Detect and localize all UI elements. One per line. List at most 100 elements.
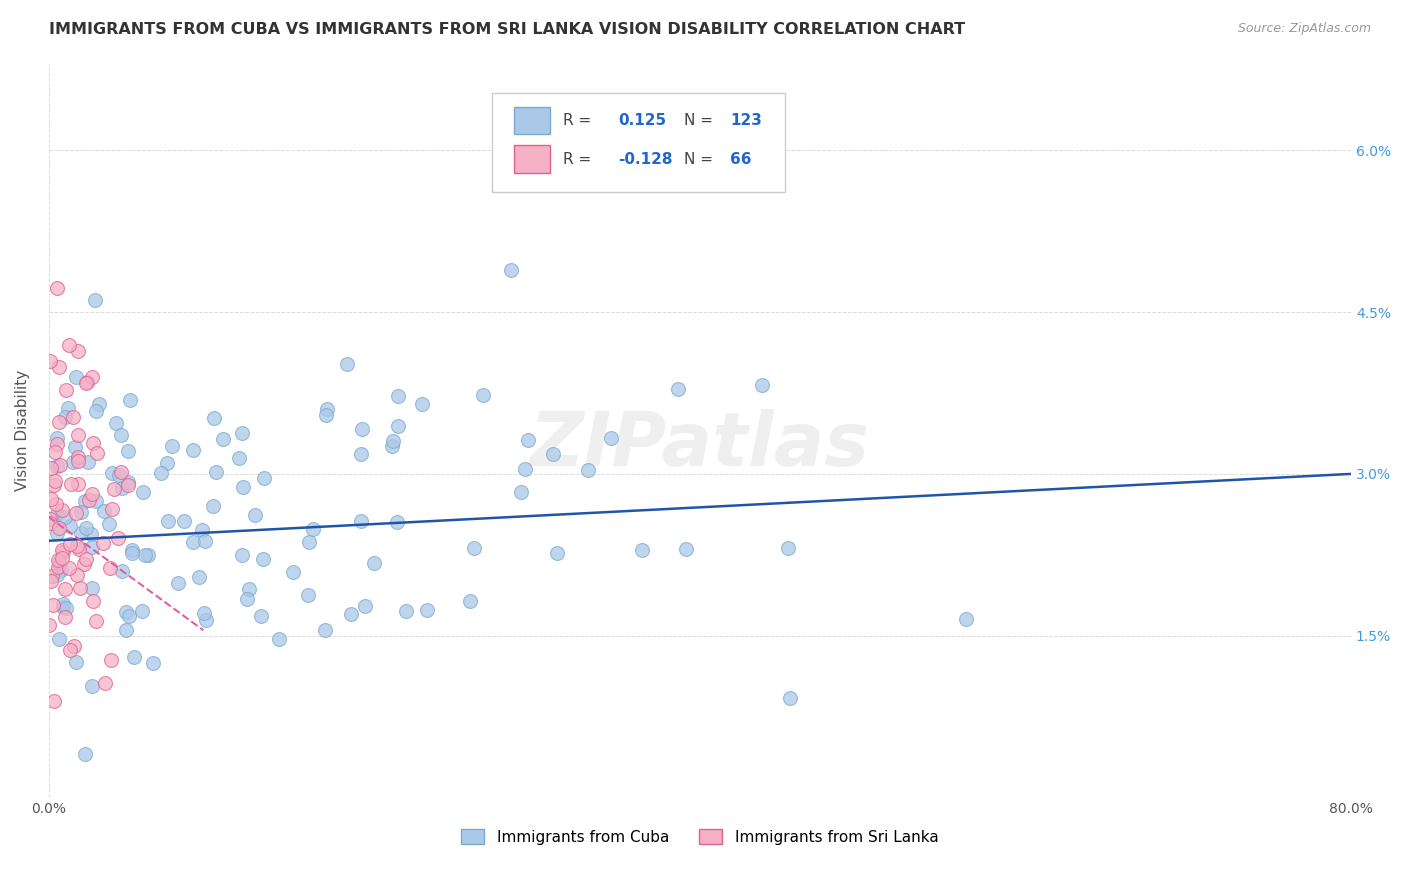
Point	[314, 623, 336, 637]
Point	[252, 471, 274, 485]
Point	[315, 408, 337, 422]
Point	[516, 434, 538, 448]
Point	[45, 507, 67, 521]
Point	[231, 425, 253, 440]
FancyBboxPatch shape	[513, 145, 550, 173]
Point	[93, 676, 115, 690]
Point	[66, 477, 89, 491]
Point	[49, 458, 72, 472]
FancyBboxPatch shape	[513, 107, 550, 135]
Point	[576, 463, 599, 477]
Point	[63, 440, 86, 454]
Point	[387, 515, 409, 529]
Point	[157, 514, 180, 528]
Point	[201, 499, 224, 513]
Point	[134, 548, 156, 562]
Point	[42, 694, 65, 708]
Point	[156, 456, 179, 470]
Point	[82, 435, 104, 450]
Point	[98, 561, 121, 575]
Point	[212, 432, 235, 446]
Point	[46, 553, 69, 567]
Point	[110, 466, 132, 480]
Point	[340, 607, 363, 621]
Point	[107, 531, 129, 545]
Point	[98, 516, 121, 531]
Point	[245, 508, 267, 522]
Point	[91, 535, 114, 549]
Point	[363, 556, 385, 570]
Point	[51, 543, 73, 558]
Point	[955, 612, 977, 626]
Point	[80, 370, 103, 384]
Point	[100, 501, 122, 516]
Point	[235, 592, 257, 607]
Point	[39, 354, 62, 368]
Point	[298, 534, 321, 549]
Point	[62, 639, 84, 653]
Point	[48, 521, 70, 535]
Point	[77, 455, 100, 469]
Point	[48, 632, 70, 646]
Point	[93, 504, 115, 518]
Point	[84, 404, 107, 418]
Point	[267, 632, 290, 647]
Point	[190, 523, 212, 537]
Point	[100, 653, 122, 667]
Point	[73, 557, 96, 571]
Text: ZIPatlas: ZIPatlas	[530, 409, 870, 482]
Point	[62, 409, 84, 424]
Point	[779, 691, 801, 706]
Point	[53, 410, 76, 425]
Point	[776, 541, 799, 556]
Point	[675, 542, 697, 557]
Point	[205, 465, 228, 479]
Y-axis label: Vision Disability: Vision Disability	[15, 370, 30, 491]
Legend: Immigrants from Cuba, Immigrants from Sri Lanka: Immigrants from Cuba, Immigrants from Sr…	[461, 829, 938, 845]
Point	[44, 474, 66, 488]
Point	[45, 496, 67, 510]
Point	[53, 510, 76, 524]
Point	[160, 439, 183, 453]
Point	[142, 656, 165, 670]
Point	[107, 468, 129, 483]
Text: Source: ZipAtlas.com: Source: ZipAtlas.com	[1237, 22, 1371, 36]
Point	[52, 597, 75, 611]
Point	[173, 515, 195, 529]
Point	[48, 557, 70, 571]
Point	[51, 551, 73, 566]
Point	[117, 478, 139, 492]
Point	[666, 382, 689, 396]
Point	[58, 401, 80, 416]
Point	[751, 377, 773, 392]
Point	[353, 599, 375, 613]
Point	[42, 477, 65, 491]
Point	[75, 376, 97, 391]
Point	[67, 541, 90, 556]
Point	[111, 481, 134, 495]
Point	[75, 521, 97, 535]
Point	[62, 455, 84, 469]
Point	[82, 593, 104, 607]
Point	[69, 525, 91, 540]
Point	[66, 568, 89, 582]
Point	[181, 535, 204, 549]
Point	[67, 343, 90, 358]
Point	[117, 444, 139, 458]
Point	[39, 574, 62, 588]
Point	[48, 359, 70, 374]
Point	[46, 281, 69, 295]
Point	[381, 439, 404, 453]
Point	[41, 569, 63, 583]
Text: IMMIGRANTS FROM CUBA VS IMMIGRANTS FROM SRI LANKA VISION DISABILITY CORRELATION : IMMIGRANTS FROM CUBA VS IMMIGRANTS FROM …	[49, 22, 966, 37]
Point	[515, 462, 537, 476]
Point	[188, 569, 211, 583]
Point	[46, 560, 69, 574]
Point	[55, 383, 77, 397]
Point	[114, 606, 136, 620]
Text: R =: R =	[564, 152, 592, 167]
Point	[250, 608, 273, 623]
Point	[59, 519, 82, 533]
Point	[66, 454, 89, 468]
Point	[194, 533, 217, 548]
